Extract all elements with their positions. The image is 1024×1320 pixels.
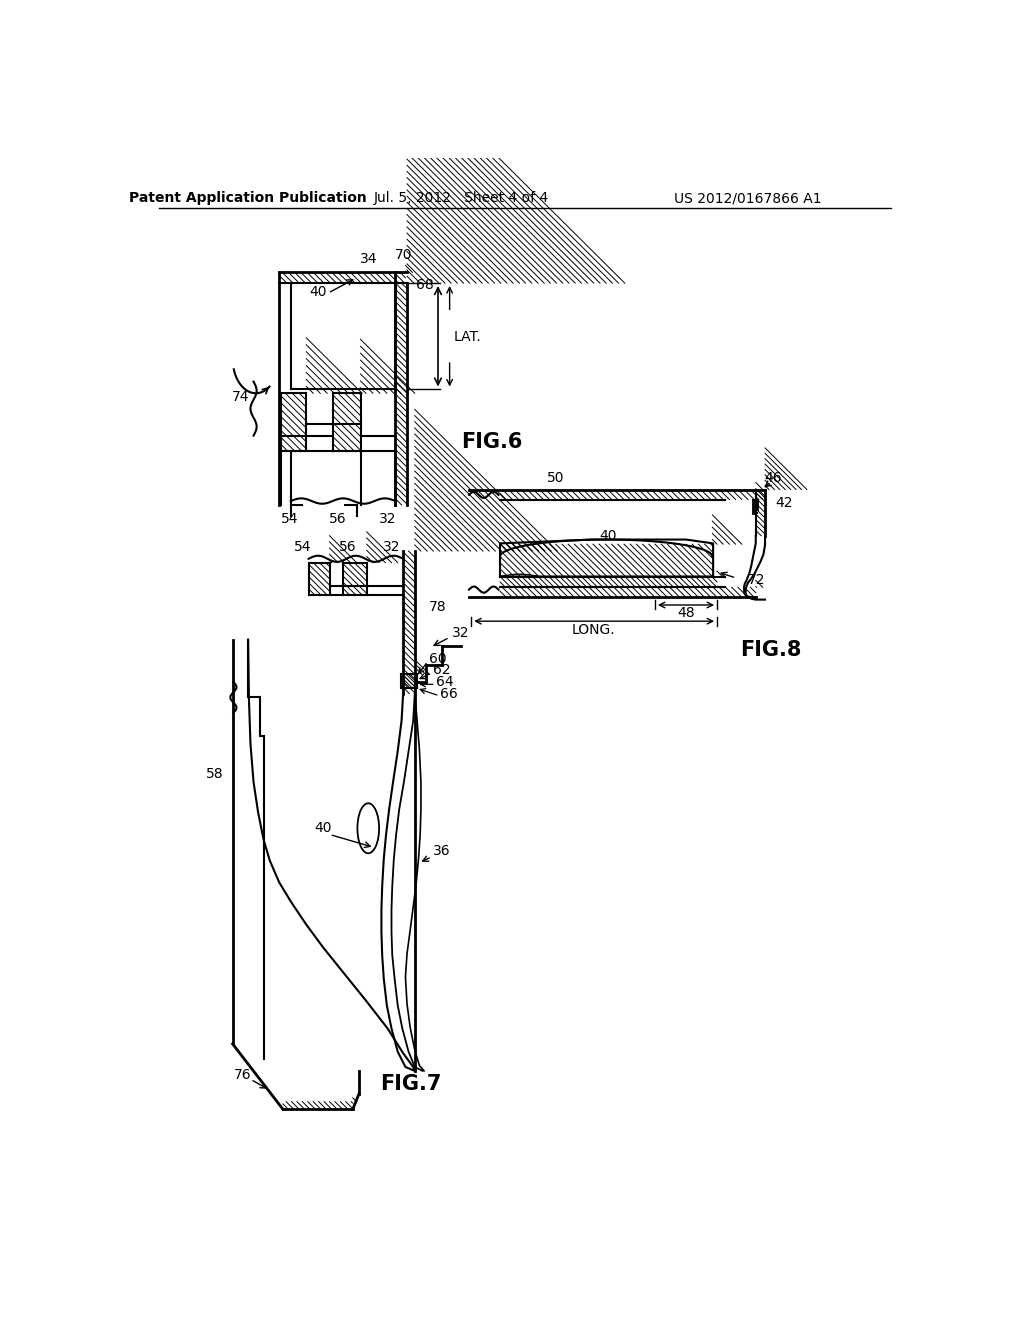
Text: 62: 62	[432, 664, 451, 677]
Text: 70: 70	[395, 248, 413, 261]
Text: 54: 54	[294, 540, 311, 554]
Text: 42: 42	[775, 496, 793, 511]
Text: 36: 36	[432, 845, 451, 858]
Text: 58: 58	[206, 767, 223, 781]
Text: FIG.7: FIG.7	[380, 1074, 441, 1094]
Text: 56: 56	[339, 540, 357, 554]
Text: 40: 40	[314, 821, 332, 836]
Text: 56: 56	[329, 512, 346, 525]
Text: 46: 46	[765, 471, 782, 484]
Text: 78: 78	[429, 601, 446, 614]
Text: 48: 48	[677, 606, 695, 620]
Text: 32: 32	[379, 512, 396, 525]
Text: 40: 40	[600, 529, 617, 543]
Text: 54: 54	[281, 512, 298, 525]
Text: Jul. 5, 2012   Sheet 4 of 4: Jul. 5, 2012 Sheet 4 of 4	[374, 191, 549, 206]
Text: 50: 50	[547, 471, 564, 484]
Text: 34: 34	[359, 252, 377, 265]
Text: 32: 32	[383, 540, 400, 554]
Text: 76: 76	[233, 1068, 252, 1081]
Text: 32: 32	[452, 627, 469, 640]
Text: 64: 64	[436, 675, 454, 689]
Text: FIG.6: FIG.6	[461, 432, 522, 451]
Text: 74: 74	[231, 391, 249, 404]
Text: 66: 66	[440, 686, 458, 701]
Text: FIG.8: FIG.8	[740, 640, 802, 660]
Text: LAT.: LAT.	[454, 330, 481, 345]
Text: 72: 72	[748, 573, 766, 586]
Text: LONG.: LONG.	[572, 623, 615, 638]
Text: Patent Application Publication: Patent Application Publication	[129, 191, 367, 206]
Text: 40: 40	[309, 285, 327, 298]
Text: US 2012/0167866 A1: US 2012/0167866 A1	[674, 191, 822, 206]
Text: 60: 60	[429, 652, 446, 665]
Text: 68: 68	[417, 279, 434, 293]
